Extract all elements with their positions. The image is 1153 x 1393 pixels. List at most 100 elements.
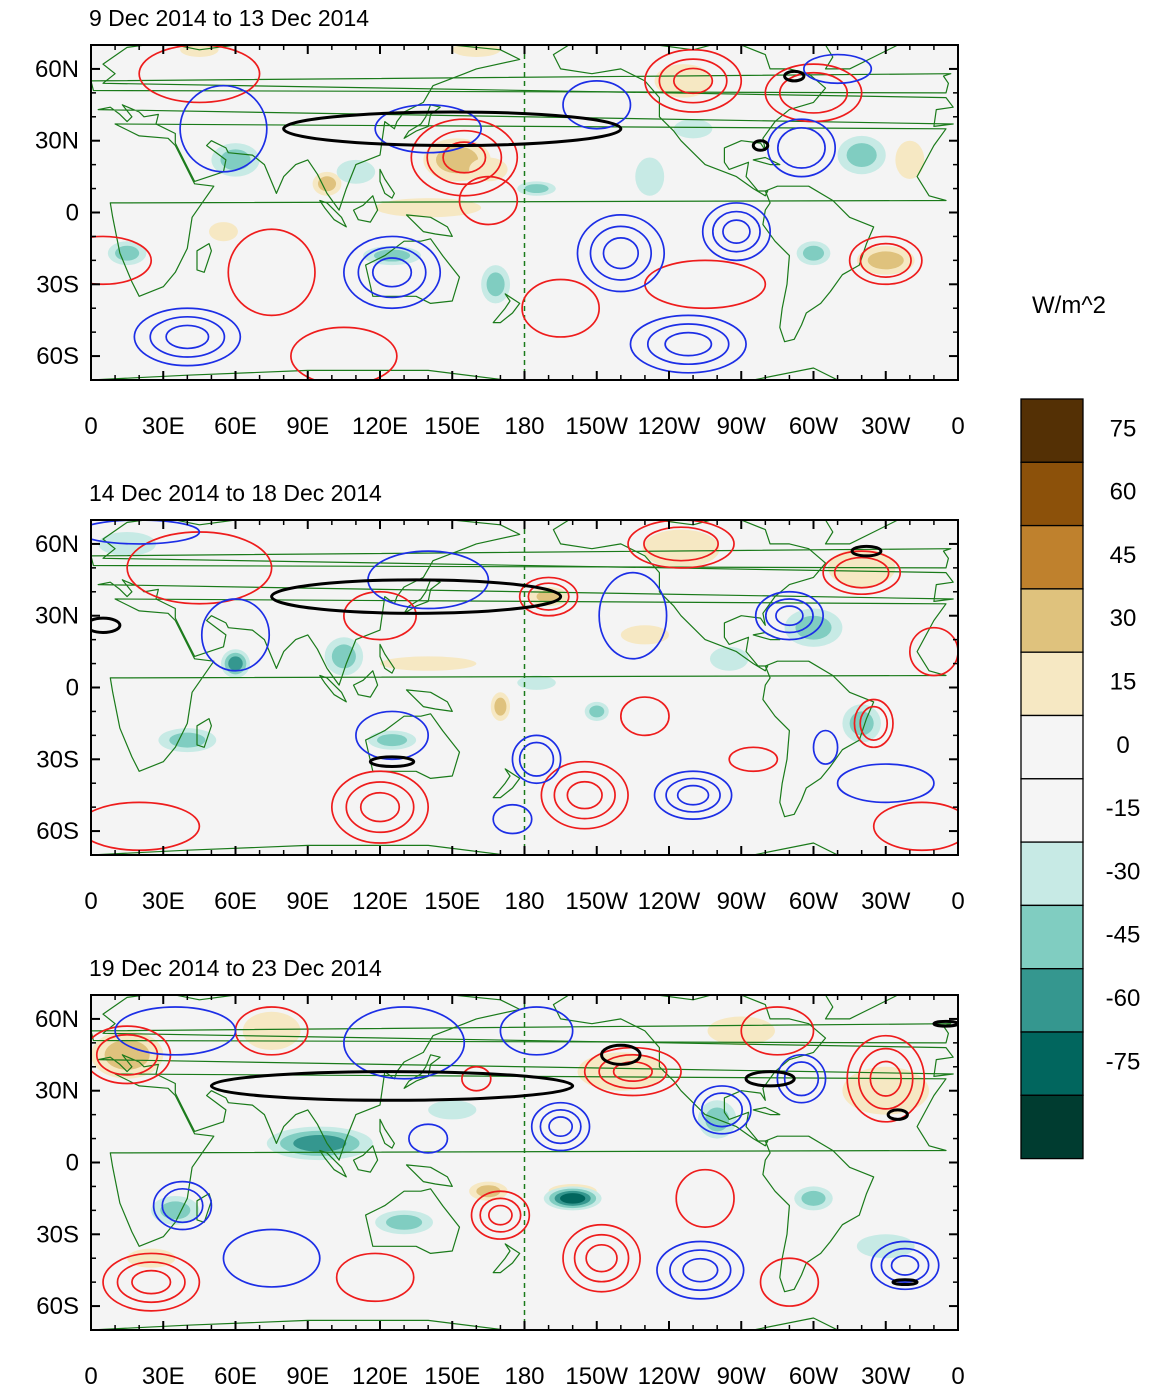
map-panel-1: 9 Dec 2014 to 13 Dec 2014 0 30E 60E 90E 120E… [35,5,965,440]
anomaly-shade [709,646,749,671]
negative-contour [492,803,533,835]
colorbar-swatch [1020,778,1084,843]
negative-contour [511,734,562,785]
lon-label: 120E [352,413,408,440]
positive-contour [461,1065,492,1092]
negative-contour [548,1116,574,1138]
negative-contour [722,219,751,244]
negative-contour [880,1247,930,1283]
coastline [109,1073,947,1247]
jet-contour [270,578,563,615]
positive-contour [335,1252,415,1303]
colorbar-swatch [1020,1031,1084,1096]
positive-contour [290,326,398,380]
negative-contour [371,257,413,288]
lon-label: 120W [638,413,701,440]
jet-contour [891,1278,919,1287]
anomaly-shade [867,251,904,270]
jet-contour [209,1070,575,1102]
colorbar-swatch [1020,1094,1084,1160]
coastline [552,45,827,197]
lon-label: 0 [84,1363,97,1390]
coastline [762,1135,875,1293]
colorbar-label: 45 [1110,542,1137,569]
coastline [379,168,395,199]
colorbar-label: -60 [1106,985,1141,1012]
lon-label: 120E [352,888,408,915]
positive-contour [479,1197,522,1233]
lon-label: 150W [565,888,628,915]
anomaly-shade [160,1201,191,1220]
lon-label: 30W [861,1363,911,1390]
anomaly-shade [376,734,408,747]
negative-contour [518,741,555,777]
negative-contour [764,598,814,634]
negative-contour [598,571,668,660]
positive-contour [330,770,430,844]
coastline [365,1188,461,1254]
positive-contour [566,780,603,810]
negative-contour [629,314,747,374]
anomaly-shade [169,732,206,748]
positive-contour [778,71,849,114]
positive-contour [833,556,890,589]
positive-contour [442,141,487,174]
coastline [97,520,954,686]
jet-contour [368,755,416,768]
negative-contour [664,331,713,357]
positive-contour [359,791,401,823]
positive-contour [138,45,261,104]
negative-contour [562,80,632,130]
lon-label: 0 [951,888,964,915]
positive-contour [562,1223,641,1293]
positive-contour [91,235,153,286]
lon-label: 150E [424,1363,480,1390]
coastline [752,156,781,166]
colorbar-label: 75 [1110,415,1137,442]
lat-label: 30S [36,746,79,773]
coastline [91,1023,952,1044]
negative-contour [589,225,653,281]
negative-contour [602,237,640,270]
map-content [91,520,958,855]
negative-contour [408,1123,449,1154]
positive-contour [102,1252,201,1312]
anomaly-shade [486,272,505,297]
lon-label: 90W [717,1363,767,1390]
anomaly-shade [469,157,508,182]
negative-contour [669,1249,732,1292]
negative-contour [152,1180,213,1231]
lon-label: 90E [286,888,329,915]
colorbar-swatch [1020,398,1084,463]
positive-contour [518,576,579,617]
positive-contour [822,550,902,596]
anomaly-shade [386,1214,423,1230]
positive-contour [458,175,519,226]
map-panel-2: 14 Dec 2014 to 18 Dec 2014 0 30E 60E 90E 120… [35,480,965,915]
colorbar-label: 30 [1110,605,1137,632]
map-content [91,995,958,1330]
anomaly-shade [635,157,665,196]
coastline [319,674,347,703]
anomaly-shade [373,249,411,262]
coastline [492,768,521,799]
colorbar-label: 0 [1116,732,1129,759]
coastline [319,1149,347,1178]
panel-title-1: 9 Dec 2014 to 13 Dec 2014 [89,5,369,31]
negative-contour [222,1228,321,1288]
lat-label: 30S [36,271,79,298]
anomaly-shade [428,1100,477,1120]
anomaly-shade [336,159,376,184]
coastline [379,1118,395,1149]
positive-contour [908,626,958,677]
lat-label: 30S [36,1221,79,1248]
negative-contour [711,210,761,253]
positive-contour [131,1269,172,1295]
negative-contour [682,1257,719,1283]
map-panel-3: 19 Dec 2014 to 23 Dec 2014 0 30E 60E 90E 120… [35,955,965,1390]
lat-label: 30N [35,1078,79,1105]
jet-contour [751,139,770,152]
negative-contour [161,1187,204,1224]
negative-contour [179,84,268,173]
